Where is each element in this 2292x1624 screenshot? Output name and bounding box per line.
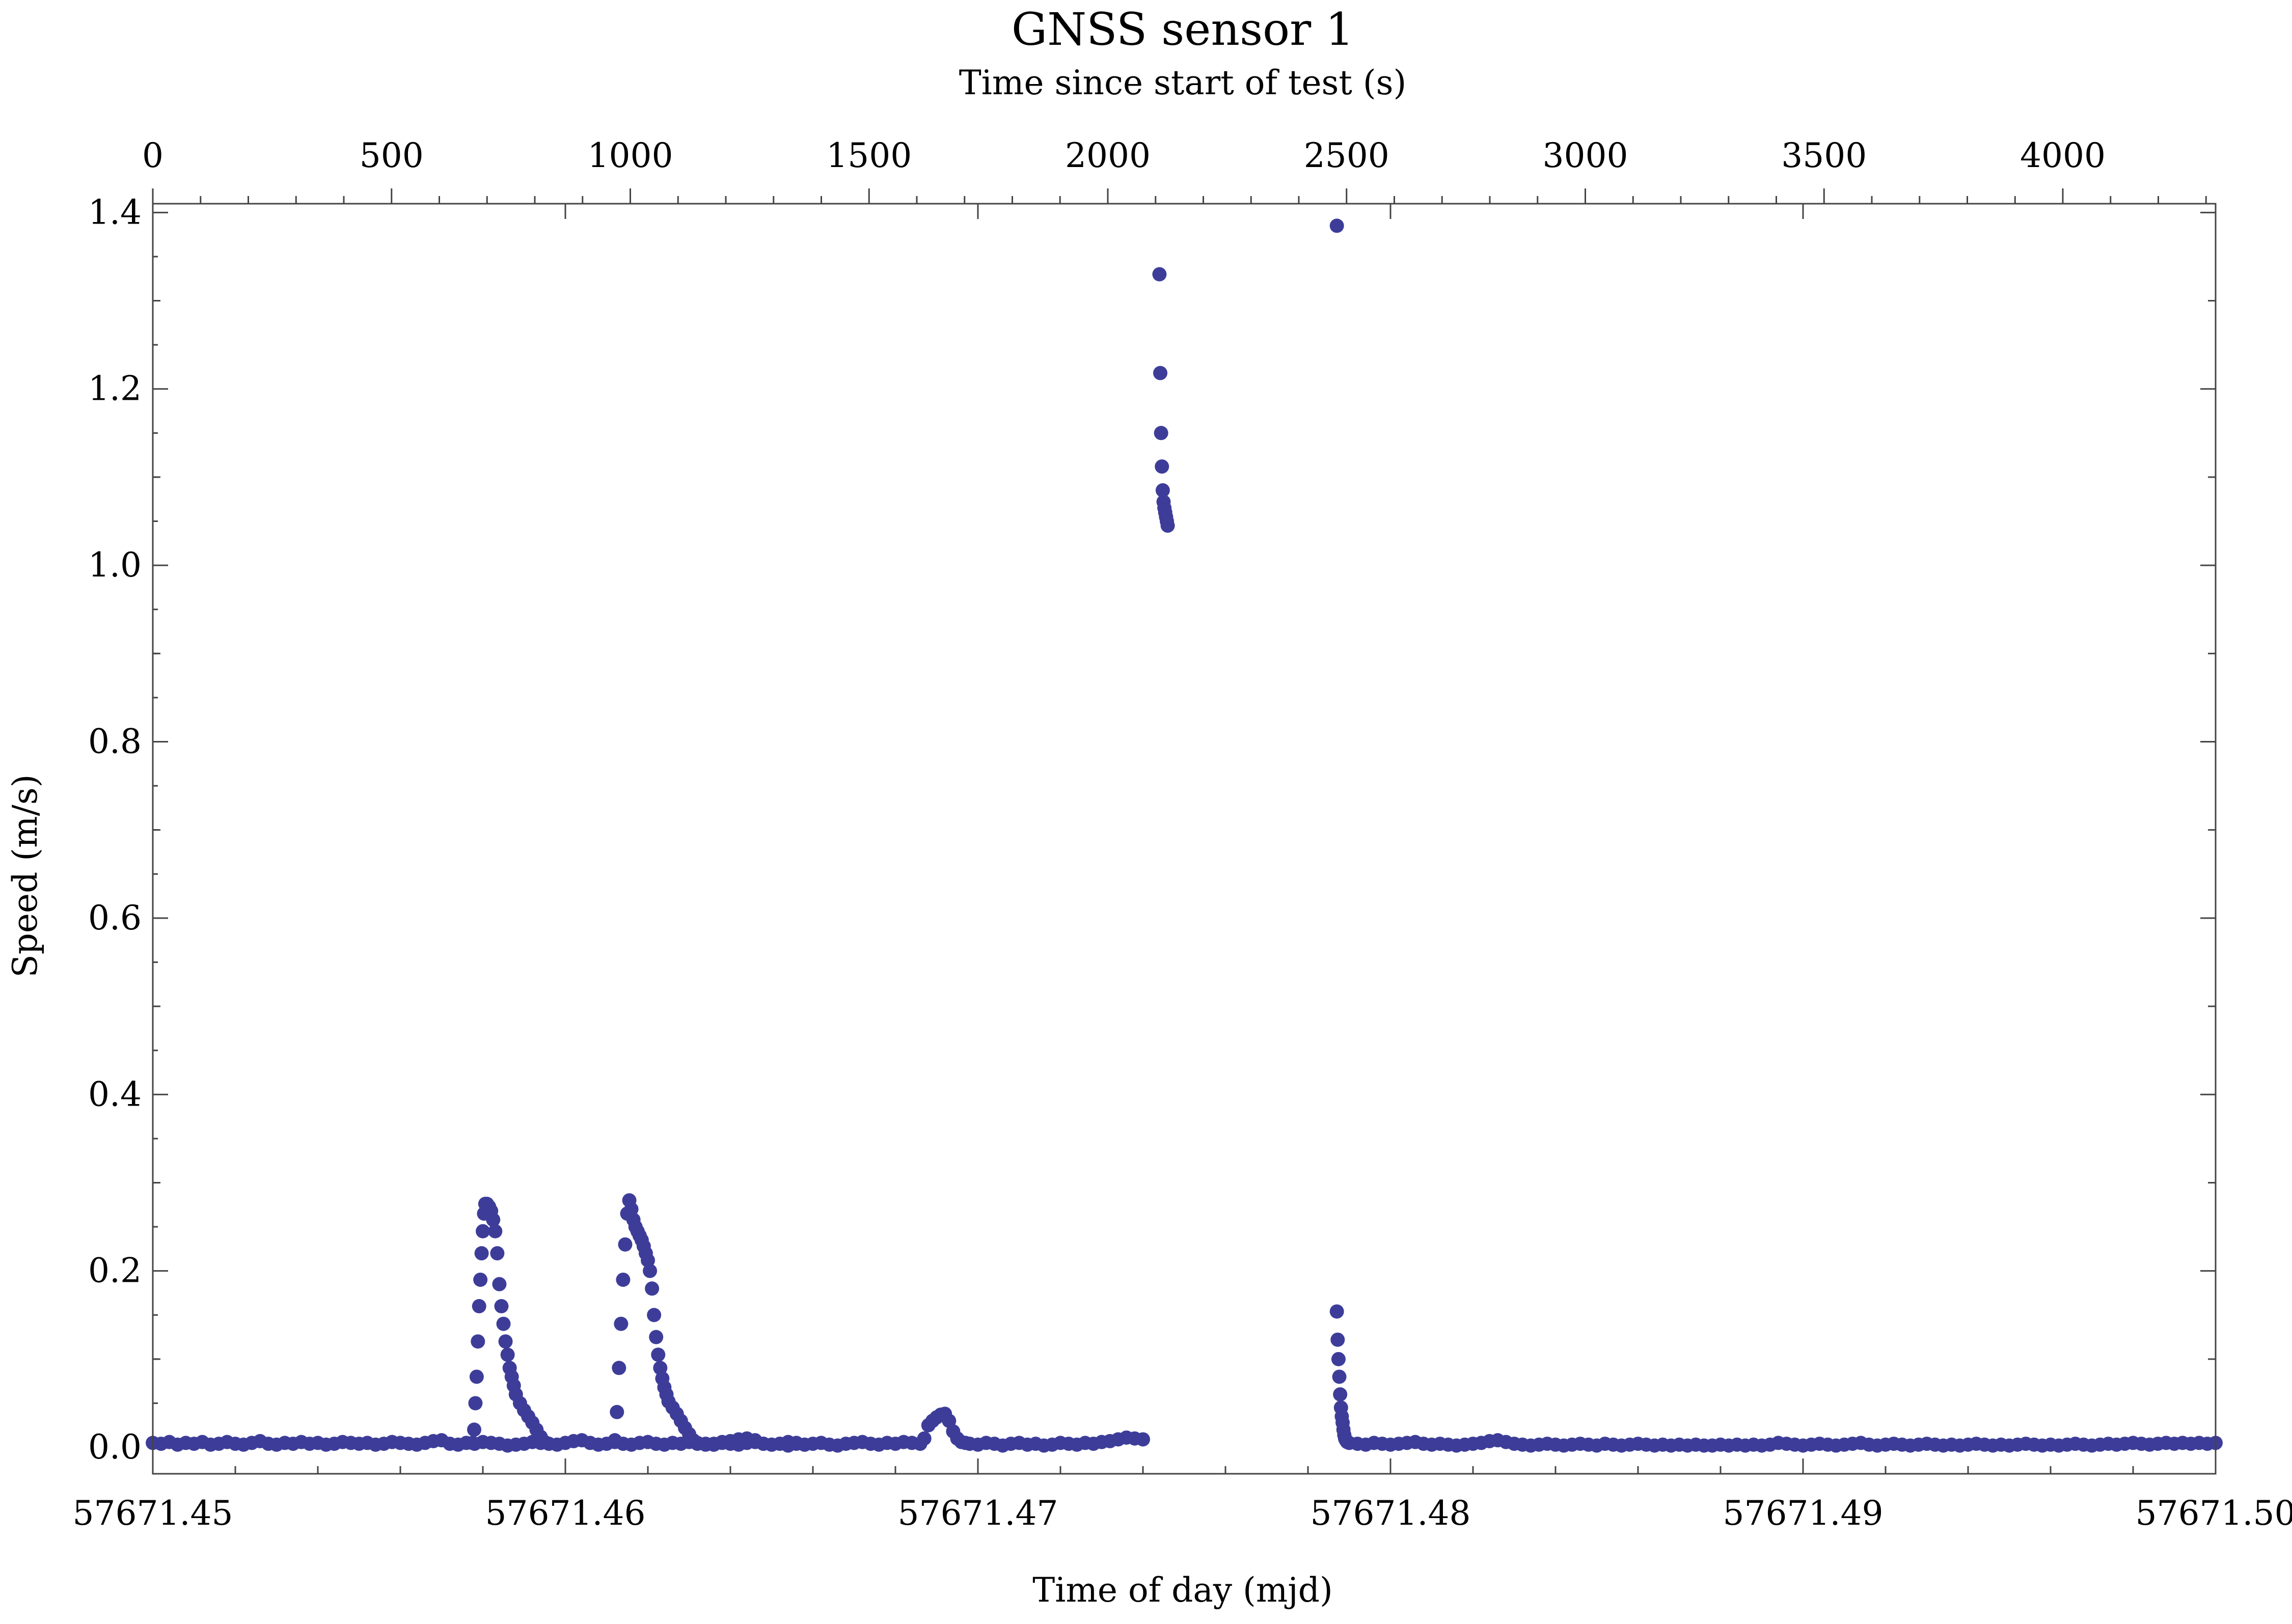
data-point bbox=[492, 1277, 507, 1291]
top-tick-label: 500 bbox=[360, 136, 424, 175]
top-tick-label: 0 bbox=[142, 136, 163, 175]
data-point bbox=[645, 1281, 660, 1296]
top-tick-label: 2000 bbox=[1065, 136, 1151, 175]
top-tick-label: 3000 bbox=[1543, 136, 1628, 175]
data-point bbox=[653, 1361, 668, 1375]
data-point bbox=[1331, 1352, 1346, 1366]
data-point bbox=[608, 1433, 622, 1448]
data-point bbox=[641, 1253, 655, 1268]
data-point bbox=[496, 1316, 511, 1331]
data-point bbox=[474, 1246, 489, 1261]
x-tick-label: 57671.46 bbox=[485, 1494, 646, 1533]
data-point bbox=[1152, 267, 1167, 282]
plot-frame bbox=[152, 203, 2217, 1475]
data-point bbox=[624, 1202, 639, 1217]
data-point bbox=[612, 1361, 626, 1375]
data-point bbox=[498, 1334, 513, 1349]
data-point bbox=[500, 1347, 515, 1362]
data-point bbox=[1136, 1432, 1150, 1447]
data-point bbox=[1160, 518, 1175, 533]
y-axis-label: Speed (m/s) bbox=[6, 775, 45, 978]
data-point bbox=[473, 1272, 488, 1287]
data-point bbox=[486, 1213, 501, 1227]
data-point bbox=[618, 1237, 633, 1252]
top-tick-label: 2500 bbox=[1304, 136, 1389, 175]
top-tick-label: 3500 bbox=[1781, 136, 1867, 175]
data-point bbox=[1154, 426, 1168, 441]
data-point bbox=[465, 1436, 480, 1450]
y-tick-label: 0.8 bbox=[88, 722, 142, 761]
data-point bbox=[651, 1347, 666, 1362]
axis-ticks: 57671.45 57671.46 57671.47 57671.48 57671.49… bbox=[73, 136, 2292, 1533]
data-point bbox=[1332, 1369, 1347, 1384]
y-tick-label: 0.6 bbox=[88, 898, 142, 938]
data-point bbox=[1329, 218, 1344, 233]
data-point bbox=[1155, 483, 1170, 498]
data-point bbox=[616, 1272, 631, 1287]
y-tick-label: 0.2 bbox=[88, 1251, 142, 1290]
data-point bbox=[1329, 1304, 1344, 1319]
y-tick-label: 1.2 bbox=[88, 369, 142, 408]
data-point bbox=[488, 1224, 503, 1238]
data-point bbox=[1155, 459, 1169, 474]
top-tick-label: 1500 bbox=[826, 136, 912, 175]
data-point bbox=[490, 1246, 505, 1261]
x-tick-label: 57671.45 bbox=[73, 1494, 233, 1533]
top-tick-label: 4000 bbox=[2020, 136, 2106, 175]
y-tick-label: 1.4 bbox=[88, 192, 142, 232]
x-axis-label: Time of day (mjd) bbox=[1032, 1571, 1333, 1610]
y-tick-label: 0.0 bbox=[88, 1427, 142, 1467]
data-point bbox=[1330, 1332, 1345, 1347]
data-point bbox=[537, 1435, 552, 1449]
data-point bbox=[610, 1405, 624, 1419]
data-point bbox=[476, 1224, 490, 1238]
data-point bbox=[917, 1431, 932, 1446]
chart-title: GNSS sensor 1 bbox=[1012, 3, 1354, 56]
data-point bbox=[647, 1308, 662, 1323]
data-point bbox=[469, 1369, 484, 1384]
top-axis-label: Time since start of test (s) bbox=[959, 63, 1407, 102]
data-point bbox=[643, 1263, 658, 1278]
data-point bbox=[1153, 366, 1168, 380]
data-point bbox=[614, 1316, 629, 1331]
data-points bbox=[146, 218, 2223, 1453]
x-tick-label: 57671.48 bbox=[1311, 1494, 1471, 1533]
x-tick-label: 57671.50 bbox=[2136, 1494, 2292, 1533]
x-tick-label: 57671.49 bbox=[1723, 1494, 1884, 1533]
x-tick-label: 57671.47 bbox=[898, 1494, 1058, 1533]
data-point bbox=[467, 1422, 481, 1437]
y-tick-label: 1.0 bbox=[88, 545, 142, 585]
data-point bbox=[1333, 1387, 1348, 1402]
top-tick-label: 1000 bbox=[588, 136, 673, 175]
data-point bbox=[649, 1330, 664, 1344]
data-point bbox=[471, 1334, 485, 1349]
data-point bbox=[494, 1299, 509, 1313]
data-point bbox=[468, 1396, 483, 1411]
y-tick-label: 0.4 bbox=[88, 1075, 142, 1114]
data-point bbox=[472, 1299, 486, 1313]
